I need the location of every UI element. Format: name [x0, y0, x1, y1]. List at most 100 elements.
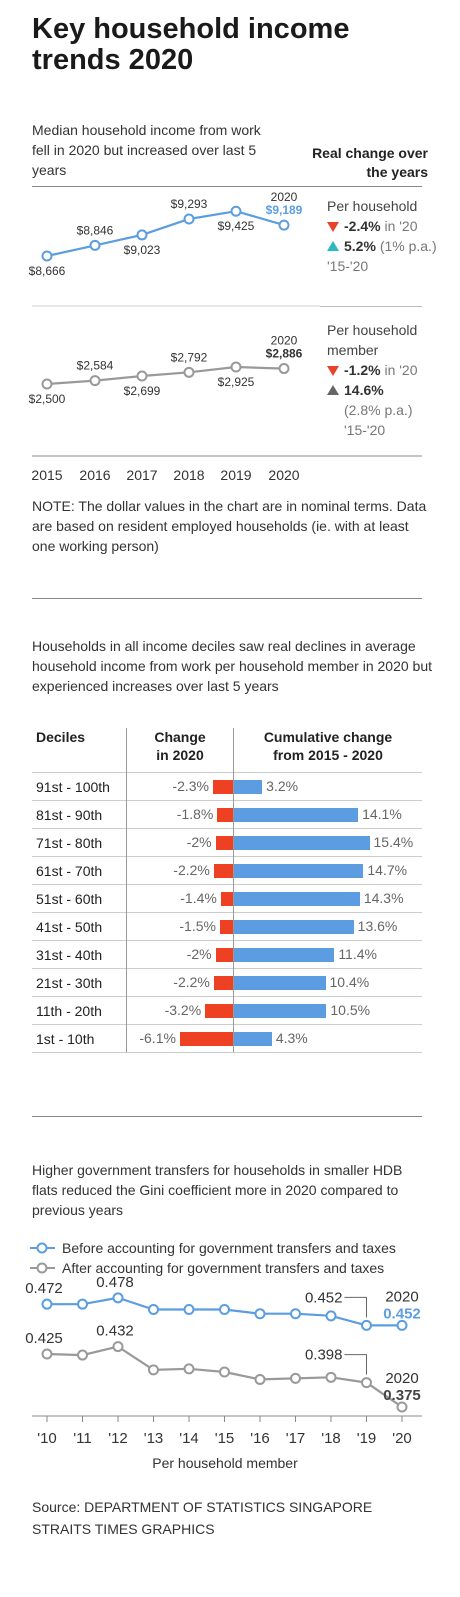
cumulative-cell: 11.4% [233, 940, 422, 969]
data-point [41, 250, 53, 262]
table-row: 21st - 30th -2.2% 10.4% [32, 968, 422, 997]
rc-ph-2020-suffix: in '20 [384, 218, 418, 234]
x-tick-label: 2020 [268, 467, 299, 483]
change-2020-bar [217, 808, 233, 822]
data-point [89, 239, 101, 251]
cumulative-bar [234, 836, 370, 850]
cumulative-bar [234, 808, 359, 822]
change-2020-label: -1.4% [180, 890, 217, 906]
rc-per-household-label: Per household [327, 198, 418, 214]
gini-x-ticks: '10 '11 '12 '13 '14 '15 '16 '17 '18 '19 '20 [37, 1416, 412, 1447]
gini-end-year: 2020 [385, 1370, 418, 1387]
data-label: $2,500 [29, 392, 66, 406]
cumulative-bar [234, 920, 354, 934]
gini-point [325, 1310, 337, 1322]
gini-point-label: 0.398 [305, 1347, 343, 1364]
table-row: 91st - 100th -2.3% 3.2% [32, 772, 422, 801]
gini-point [325, 1371, 337, 1383]
decile-label: 71st - 80th [32, 828, 127, 857]
gini-point [219, 1303, 230, 1315]
rc-ph-2020-value: -2.4% [344, 218, 381, 234]
gini-point [254, 1308, 266, 1320]
change-2020-bar [215, 836, 233, 850]
change-2020-cell: -6.1% [126, 1024, 234, 1053]
table-row: 61st - 70th -2.2% 14.7% [32, 856, 422, 885]
gini-point [396, 1401, 408, 1413]
col-change: Change in 2020 [126, 728, 234, 773]
gini-tick-label: '18 [321, 1430, 341, 1447]
decile-label: 31st - 40th [32, 940, 127, 969]
cumulative-bar [234, 892, 360, 906]
decile-label: 21st - 30th [32, 968, 127, 997]
data-label: $9,425 [218, 219, 255, 233]
cumulative-bar [234, 864, 364, 878]
decile-label: 41st - 50th [32, 912, 127, 941]
table-row: 81st - 90th -1.8% 14.1% [32, 800, 422, 829]
rc-ph-5yr-value: 5.2% [344, 238, 376, 254]
gini-tick-label: '16 [250, 1430, 270, 1447]
gini-leader-line [344, 1296, 367, 1318]
x-tick-label: 2017 [126, 467, 157, 483]
decile-label: 11th - 20th [32, 996, 127, 1025]
x-tick-label: 2016 [79, 467, 110, 483]
down-triangle-icon [327, 222, 339, 232]
change-2020-bar [220, 892, 233, 906]
gini-end-value: 0.452 [383, 1305, 421, 1322]
section-divider-1 [32, 598, 422, 599]
data-point [278, 363, 290, 375]
data-label: $9,023 [124, 243, 161, 257]
data-point [183, 366, 195, 378]
change-2020-cell: -1.5% [126, 912, 234, 941]
gini-point [290, 1308, 301, 1320]
change-2020-cell: -1.8% [126, 800, 234, 829]
up-triangle-icon [327, 241, 339, 251]
gini-tick-label: '12 [108, 1430, 128, 1447]
section1-top-rule [32, 186, 422, 187]
gini-tick-label: '11 [73, 1430, 91, 1447]
rc-ph-5yr-period: '15-'20 [327, 258, 369, 274]
change-2020-label: -2.3% [172, 778, 209, 794]
col-cumulative: Cumulative change from 2015 - 2020 [233, 728, 422, 773]
deciles-table: Deciles Change in 2020 Cumulative change… [32, 728, 422, 1053]
change-2020-label: -2.2% [173, 974, 210, 990]
gini-tick-label: '20 [392, 1430, 412, 1447]
rc-ph-5yr-pa: (1% p.a.) [379, 238, 437, 254]
section2-subtitle: Households in all income deciles saw rea… [32, 638, 433, 694]
cumulative-cell: 14.7% [233, 856, 422, 885]
cumulative-bar [234, 1032, 272, 1046]
gini-end-value: 0.375 [383, 1387, 421, 1404]
cumulative-label: 4.3% [275, 1030, 308, 1046]
gini-point [148, 1303, 159, 1315]
gini-point [41, 1348, 53, 1360]
cumulative-label: 10.5% [330, 1002, 371, 1018]
decile-label: 61st - 70th [32, 856, 127, 885]
gini-point [148, 1364, 159, 1376]
rc-pm-5yr-period: '15-'20 [344, 422, 386, 438]
gini-point [77, 1298, 88, 1310]
gini-tick-label: '17 [286, 1430, 306, 1447]
gini-point [112, 1292, 124, 1304]
gini-point [112, 1341, 124, 1353]
data-point [136, 370, 148, 382]
change-2020-label: -2% [186, 834, 212, 850]
table-row: 51st - 60th -1.4% 14.3% [32, 884, 422, 913]
gini-tick-label: '15 [215, 1430, 235, 1447]
gini-point [183, 1303, 195, 1315]
gini-point [361, 1377, 372, 1389]
change-2020-bar [213, 976, 233, 990]
rc-pm-5yr-value: 14.6% [344, 382, 384, 398]
rc-per-household-5yr: 5.2% (1% p.a.) [327, 236, 447, 256]
rc-per-household: Per household -2.4% in '20 5.2% (1% p.a.… [327, 196, 447, 276]
rc-pm-2020-suffix: in '20 [384, 362, 418, 378]
rc-per-member-5yr: 14.6% [327, 380, 447, 400]
real-change-header: Real change over the years [312, 145, 428, 180]
gini-point [396, 1319, 408, 1331]
cumulative-cell: 13.6% [233, 912, 422, 941]
change-2020-cell: -2.2% [126, 856, 234, 885]
rc-per-member-label: Per household member [327, 322, 418, 358]
data-label: $2,925 [218, 375, 255, 389]
series-line [46, 365, 285, 386]
change-2020-label: -2% [186, 946, 212, 962]
col-deciles: Deciles [36, 729, 86, 745]
decile-label: 91st - 100th [32, 772, 127, 801]
